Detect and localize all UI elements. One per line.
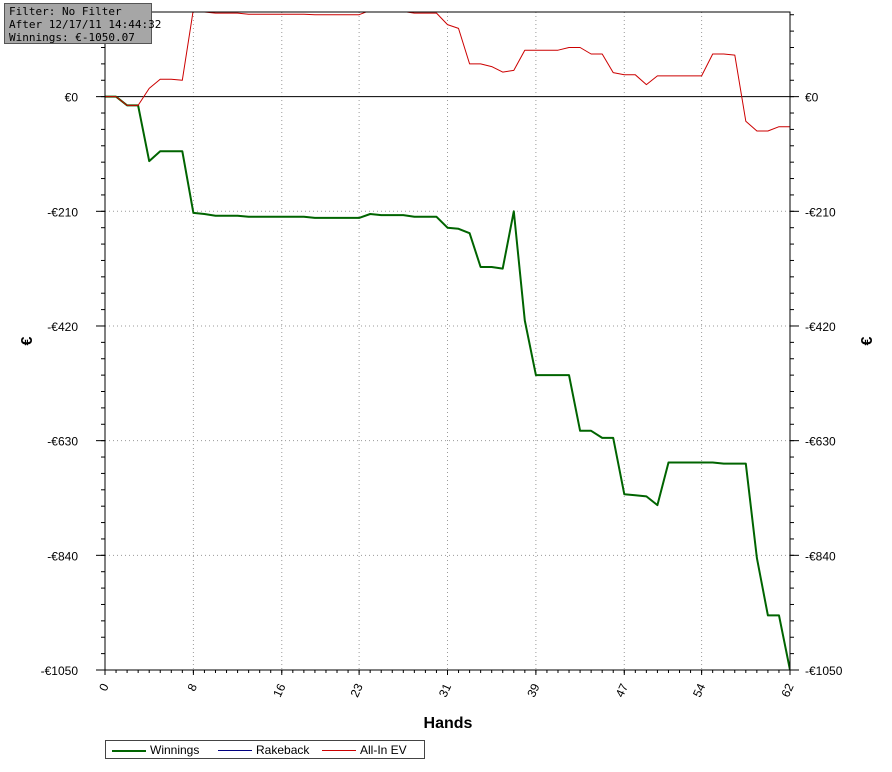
x-tick-label: 8 bbox=[185, 681, 201, 693]
y-tick-label-right: €0 bbox=[805, 91, 819, 105]
tick-labels: 0 8 16 23 31 39 47 54 62 €0 €0 -€210 -€210 -€420 -€420… bbox=[41, 91, 843, 700]
y-axis-title-left: € bbox=[19, 336, 36, 345]
y-tick-label-left: -€1050 bbox=[41, 664, 79, 678]
legend-item-winnings: Winnings bbox=[110, 742, 210, 758]
legend-label-all-in-ev: All-In EV bbox=[360, 743, 407, 757]
y-tick-label-left: €0 bbox=[65, 91, 79, 105]
legend-item-all-in-ev: All-In EV bbox=[320, 742, 420, 758]
series-lines bbox=[105, 12, 790, 670]
legend-swatch-all-in-ev bbox=[322, 750, 356, 751]
winnings-total-text: Winnings: €-1050.07 bbox=[9, 31, 135, 44]
legend: Winnings Rakeback All-In EV bbox=[105, 740, 425, 759]
y-tick-label-left: -€210 bbox=[47, 205, 78, 219]
y-tick-label-right: -€420 bbox=[805, 320, 836, 334]
x-tick-label: 16 bbox=[270, 681, 288, 699]
x-tick-label: 62 bbox=[778, 681, 796, 699]
grid-lines bbox=[105, 12, 790, 670]
filter-info-box: Filter: No Filter After 12/17/11 14:44:3… bbox=[4, 3, 162, 44]
legend-swatch-rakeback bbox=[218, 750, 252, 751]
y-tick-label-left: -€630 bbox=[47, 435, 78, 449]
x-tick-label: 31 bbox=[436, 681, 454, 699]
after-date-text: After 12/17/11 14:44:32 bbox=[9, 18, 162, 31]
legend-item-rakeback: Rakeback bbox=[216, 742, 316, 758]
x-tick-label: 47 bbox=[613, 681, 631, 699]
y-tick-label-right: -€840 bbox=[805, 549, 836, 563]
y-tick-label-right: -€630 bbox=[805, 435, 836, 449]
x-tick-label: 39 bbox=[524, 681, 542, 699]
series-line-all-in-ev bbox=[105, 12, 790, 132]
y-tick-label-right: -€210 bbox=[805, 205, 836, 219]
filter-text: Filter: No Filter bbox=[9, 5, 122, 18]
series-line-winnings bbox=[105, 95, 790, 670]
legend-label-winnings: Winnings bbox=[150, 743, 200, 757]
y-tick-label-right: -€1050 bbox=[805, 664, 843, 678]
legend-swatch-winnings bbox=[112, 750, 146, 752]
y-axis-title-right: € bbox=[859, 336, 876, 345]
x-axis-title: Hands bbox=[424, 715, 473, 732]
y-tick-label-left: -€420 bbox=[47, 320, 78, 334]
x-tick-label: 0 bbox=[96, 681, 112, 693]
x-tick-label: 23 bbox=[347, 681, 365, 699]
x-tick-label: 54 bbox=[690, 681, 708, 699]
legend-label-rakeback: Rakeback bbox=[256, 743, 310, 757]
y-tick-label-left: -€840 bbox=[47, 549, 78, 563]
plot-area-frame bbox=[104, 11, 791, 671]
